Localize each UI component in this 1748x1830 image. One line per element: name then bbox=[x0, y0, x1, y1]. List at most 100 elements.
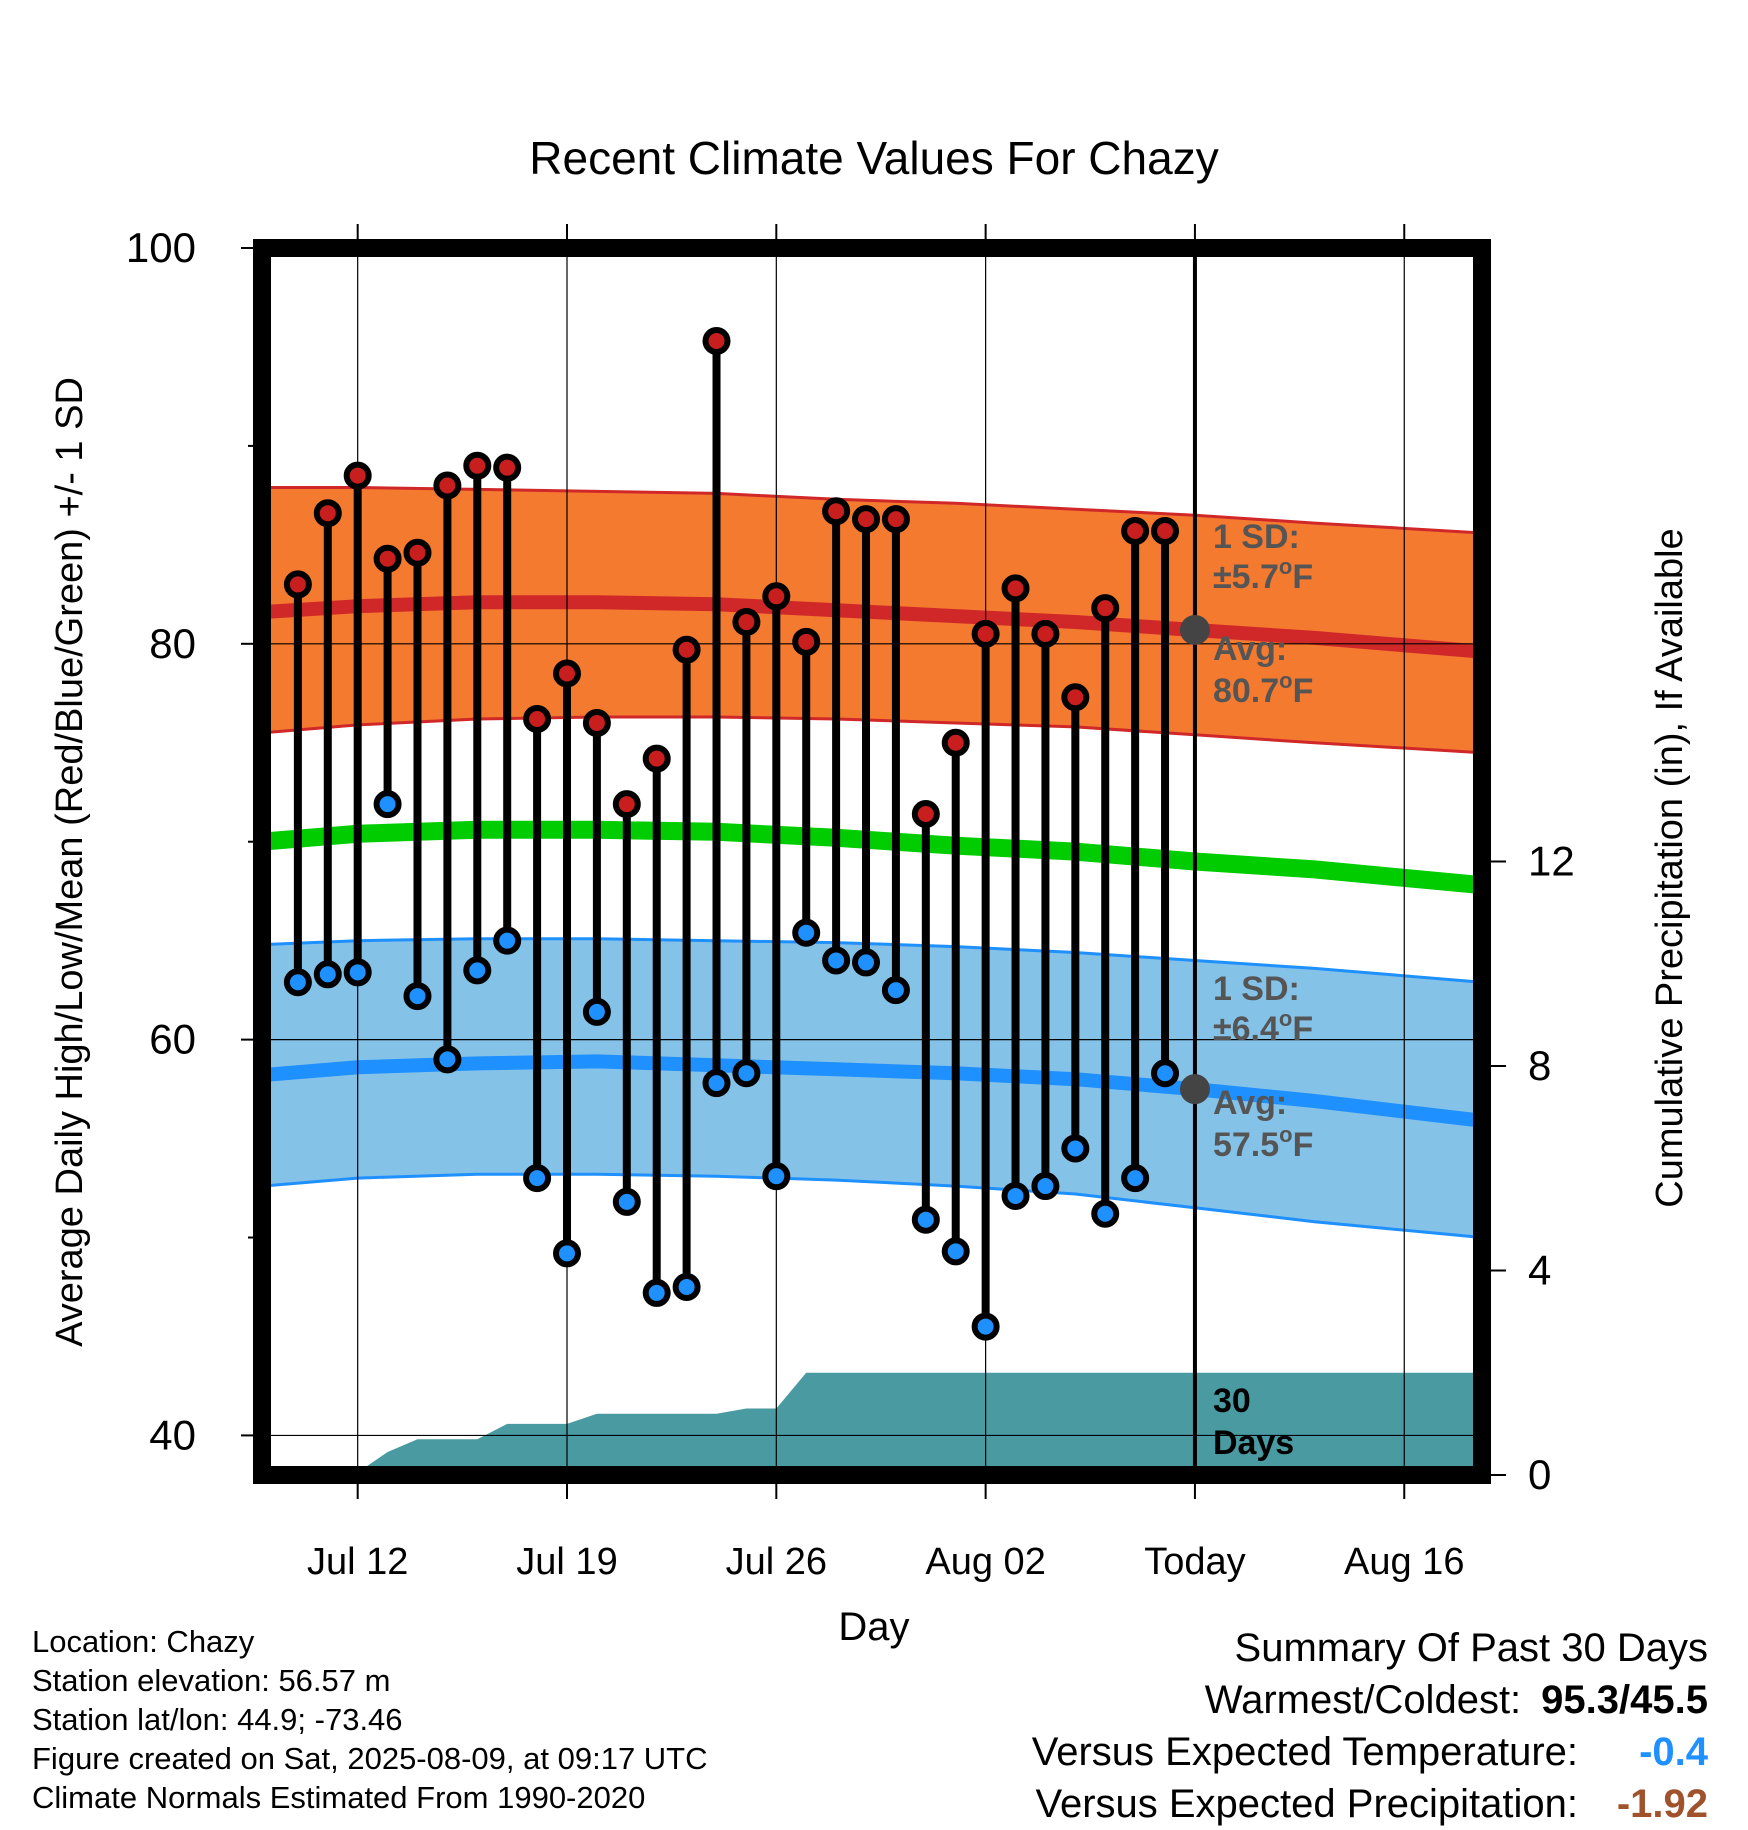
precip-departure-value: -1.92 bbox=[1616, 1782, 1708, 1826]
daily-low-marker bbox=[1091, 1199, 1120, 1228]
x-tick-label: Jul 12 bbox=[307, 1541, 408, 1583]
daily-low-marker bbox=[732, 1059, 761, 1088]
daily-low-marker bbox=[313, 960, 342, 989]
high-avg-label: Avg: bbox=[1213, 630, 1287, 668]
daily-high-marker bbox=[1121, 517, 1150, 546]
daily-high-marker bbox=[941, 728, 970, 757]
daily-low-marker bbox=[582, 997, 611, 1026]
low-sd-lower-line bbox=[262, 1172, 1482, 1239]
daily-low-marker bbox=[881, 976, 910, 1005]
window-label-days: Days bbox=[1213, 1424, 1294, 1462]
daily-low-marker bbox=[702, 1069, 731, 1098]
y2-tick-label: 8 bbox=[1528, 1042, 1551, 1089]
x-tick-label: Today bbox=[1144, 1541, 1245, 1583]
station-info: Location: Chazy Station elevation: 56.57… bbox=[32, 1622, 708, 1817]
chart-title: Recent Climate Values For Chazy bbox=[529, 132, 1218, 184]
daily-high-marker bbox=[702, 327, 731, 356]
daily-low-marker bbox=[1031, 1172, 1060, 1201]
low-sd-label: 1 SD: bbox=[1213, 970, 1300, 1008]
daily-low-marker bbox=[911, 1205, 940, 1234]
high-sd-label: 1 SD: bbox=[1213, 518, 1300, 556]
x-tick-label: Aug 16 bbox=[1344, 1541, 1464, 1583]
daily-low-marker bbox=[433, 1045, 462, 1074]
daily-high-marker bbox=[582, 708, 611, 737]
daily-low-marker bbox=[553, 1239, 581, 1268]
daily-low-marker bbox=[612, 1187, 641, 1216]
daily-low-marker bbox=[343, 958, 372, 987]
daily-high-marker bbox=[642, 744, 671, 773]
daily-high-marker bbox=[911, 800, 940, 829]
latlon-text: Station lat/lon: 44.9; -73.46 bbox=[32, 1702, 403, 1737]
daily-high-marker bbox=[313, 499, 342, 528]
daily-high-marker bbox=[852, 505, 881, 534]
daily-high-marker bbox=[612, 790, 641, 819]
y2-tick-label: 12 bbox=[1528, 838, 1575, 885]
daily-high-marker bbox=[1091, 594, 1120, 623]
daily-low-marker bbox=[941, 1237, 970, 1266]
y2-axis-title: Cumulative Precipitation (in), If Availa… bbox=[1649, 528, 1691, 1207]
daily-low-marker bbox=[463, 956, 492, 985]
y-tick-label: 60 bbox=[149, 1016, 196, 1063]
summary-panel: Summary Of Past 30 Days Warmest/Coldest:… bbox=[808, 1622, 1708, 1830]
daily-low-marker bbox=[642, 1278, 671, 1307]
warm-cold-label: Warmest/Coldest: bbox=[1204, 1678, 1522, 1722]
plot-frame bbox=[253, 239, 1491, 1484]
normals-text: Climate Normals Estimated From 1990-2020 bbox=[32, 1780, 646, 1815]
daily-low-marker bbox=[1151, 1059, 1180, 1088]
daily-high-marker bbox=[1031, 619, 1060, 648]
precip-departure-label: Versus Expected Precipitation: bbox=[1035, 1782, 1578, 1826]
daily-high-marker bbox=[1001, 574, 1030, 603]
today-avg-high-marker bbox=[1179, 614, 1210, 645]
daily-low-marker bbox=[822, 946, 851, 975]
location-text: Location: Chazy bbox=[32, 1624, 255, 1659]
low-sd-value: ±6.4oF bbox=[1213, 1006, 1313, 1048]
temp-departure-row: Versus Expected Temperature: -0.4 bbox=[808, 1726, 1708, 1778]
x-tick-label: Aug 02 bbox=[925, 1541, 1045, 1583]
daily-high-marker bbox=[373, 544, 402, 573]
y-tick-label: 80 bbox=[149, 620, 196, 667]
daily-low-marker bbox=[403, 982, 432, 1011]
x-tick-label: Jul 19 bbox=[516, 1541, 617, 1583]
daily-high-marker bbox=[523, 705, 552, 734]
daily-low-marker bbox=[493, 926, 522, 955]
daily-high-marker bbox=[493, 453, 522, 482]
daily-low-marker bbox=[1001, 1181, 1030, 1210]
warm-cold-value: 95.3/45.5 bbox=[1541, 1678, 1708, 1722]
daily-high-marker bbox=[403, 538, 432, 567]
high-avg-value: 80.7oF bbox=[1213, 668, 1313, 710]
precip-area bbox=[268, 1372, 1482, 1475]
x-tick-label: Jul 26 bbox=[726, 1541, 827, 1583]
low-avg-value: 57.5oF bbox=[1213, 1122, 1313, 1164]
daily-high-marker bbox=[463, 451, 492, 480]
high-sd-value: ±5.7oF bbox=[1213, 554, 1313, 596]
low-avg-label: Avg: bbox=[1213, 1084, 1287, 1122]
daily-high-marker bbox=[433, 471, 462, 500]
temp-departure-value: -0.4 bbox=[1639, 1730, 1708, 1774]
y2-tick-label: 0 bbox=[1528, 1451, 1551, 1498]
y-tick-label: 40 bbox=[149, 1411, 196, 1458]
daily-high-marker bbox=[343, 461, 372, 490]
daily-high-marker bbox=[732, 608, 761, 637]
precip-departure-row: Versus Expected Precipitation: -1.92 bbox=[808, 1778, 1708, 1830]
daily-high-marker bbox=[971, 619, 1000, 648]
daily-high-marker bbox=[762, 582, 791, 611]
temp-departure-label: Versus Expected Temperature: bbox=[1031, 1730, 1578, 1774]
y2-tick-label: 4 bbox=[1528, 1247, 1551, 1294]
today-avg-low-marker bbox=[1179, 1074, 1210, 1105]
daily-high-marker bbox=[792, 627, 821, 656]
x-axis-title: Day bbox=[838, 1605, 909, 1649]
daily-high-marker bbox=[1061, 683, 1090, 712]
daily-low-marker bbox=[971, 1312, 1000, 1341]
y-tick-label: 100 bbox=[126, 224, 196, 271]
daily-high-marker bbox=[822, 497, 851, 526]
daily-low-marker bbox=[373, 790, 402, 819]
daily-high-marker bbox=[881, 505, 910, 534]
warm-cold-row: Warmest/Coldest: 95.3/45.5 bbox=[808, 1674, 1708, 1726]
daily-low-marker bbox=[1061, 1134, 1090, 1163]
daily-low-marker bbox=[283, 968, 312, 997]
daily-high-marker bbox=[283, 570, 312, 599]
daily-low-marker bbox=[523, 1164, 552, 1193]
daily-high-marker bbox=[672, 635, 701, 664]
